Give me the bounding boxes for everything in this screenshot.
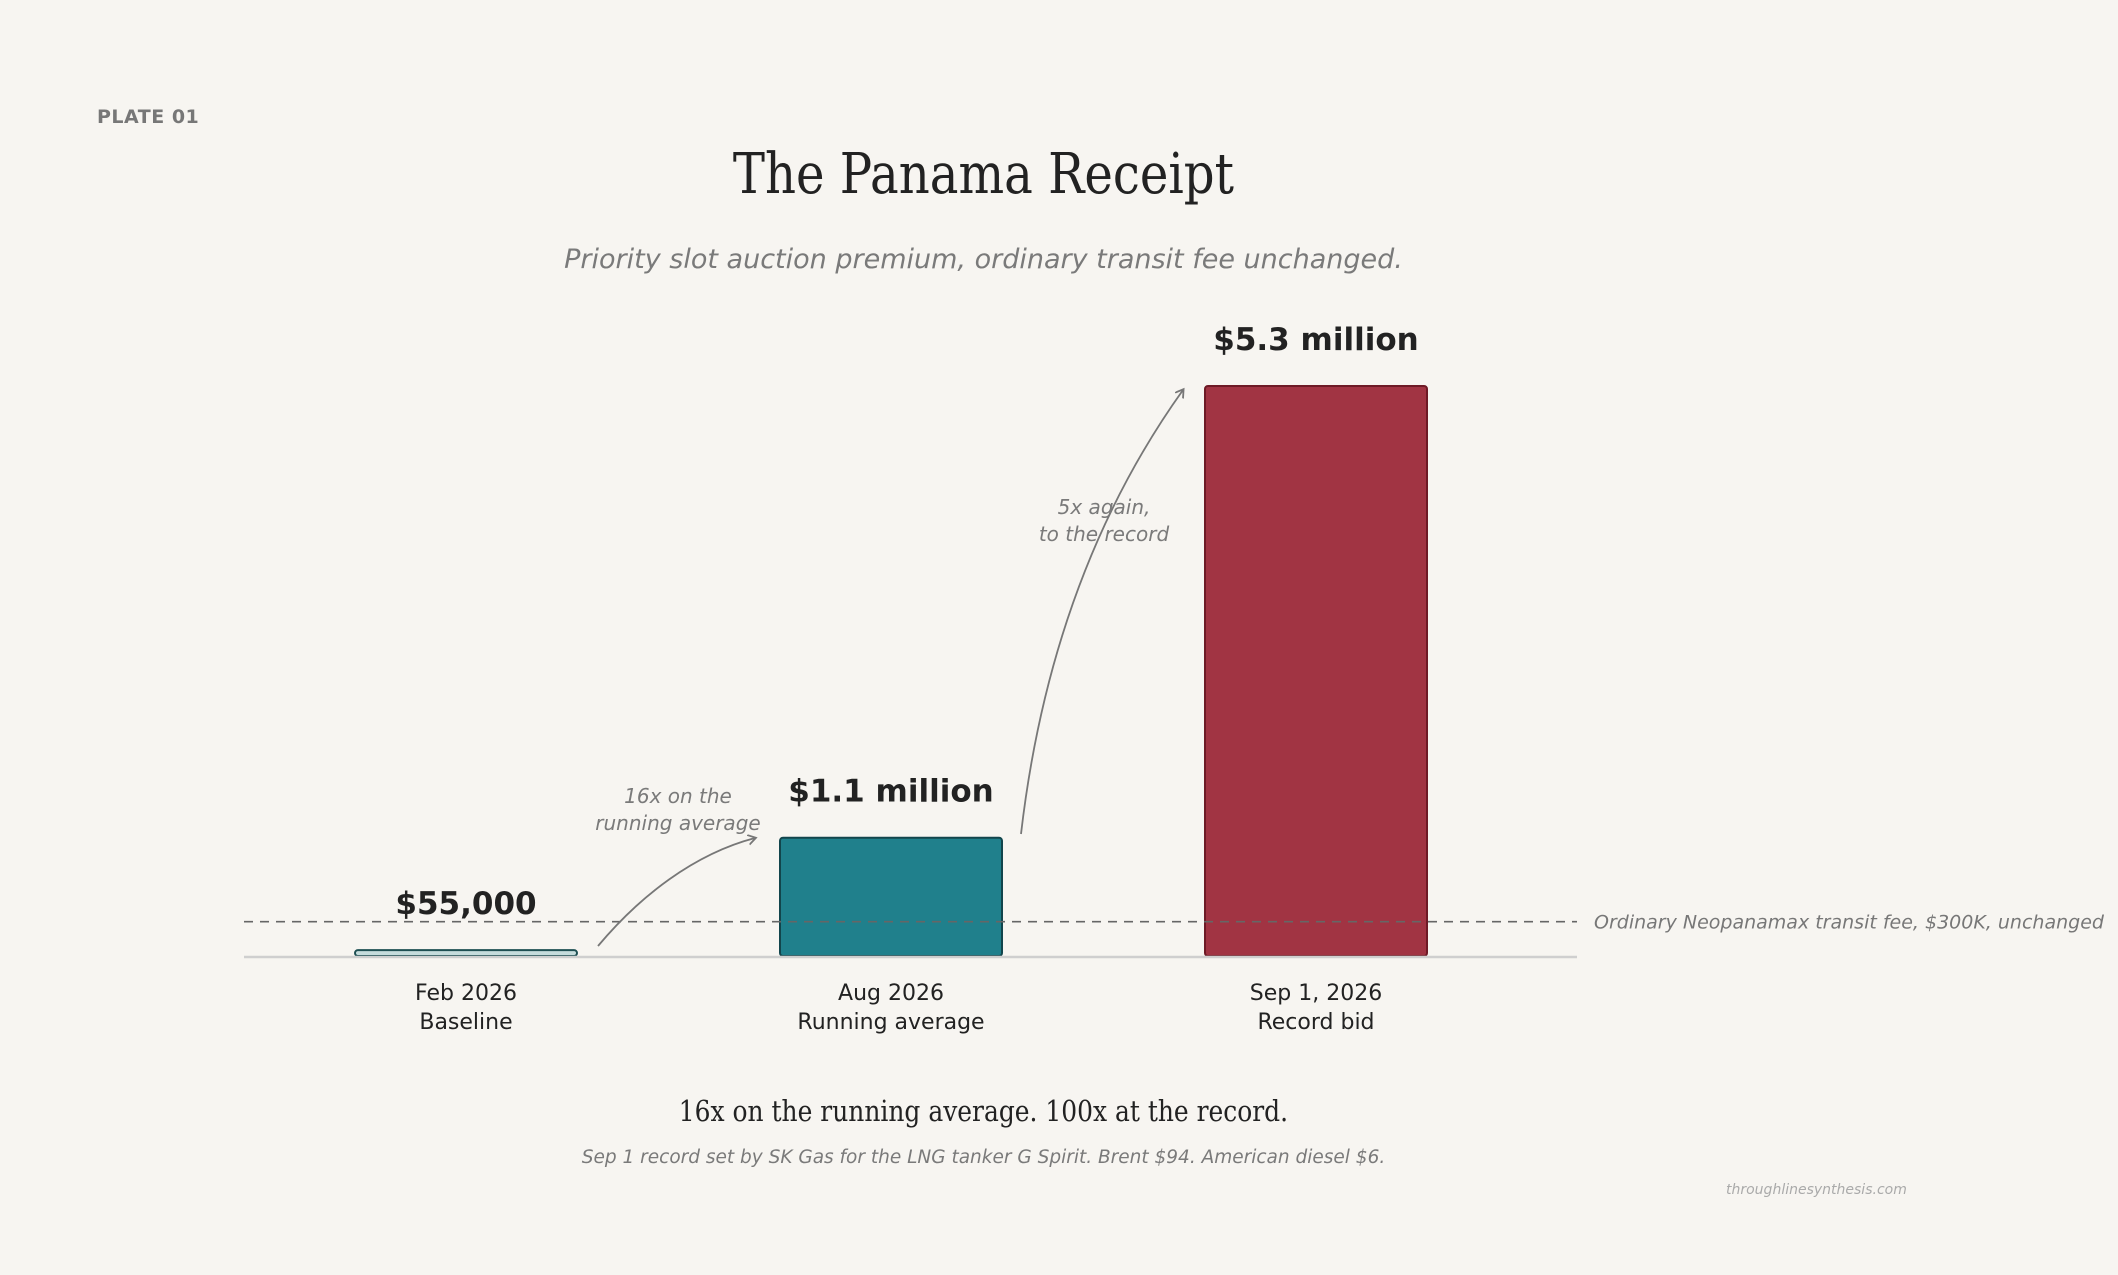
bars-layer: [354, 385, 1428, 958]
category-name-2: Running average: [797, 1010, 984, 1035]
annotation-arrow-1: [597, 838, 755, 947]
annotation-text-1-2: running average: [595, 811, 760, 835]
value-label-2: $1.1 million: [788, 774, 993, 810]
annotation-arrow-2: [1020, 390, 1183, 835]
labels-layer: $55,000 Feb 2026 Baseline $1.1 million Aug 2…: [395, 322, 1418, 1035]
bar-1: [354, 949, 578, 957]
chart-subtitle: Priority slot auction premium, ordinary …: [564, 244, 1403, 275]
annotation-text-1-1: 16x on the: [624, 784, 732, 808]
bar-3: [1204, 385, 1428, 957]
category-date-2: Aug 2026: [838, 981, 944, 1006]
chart-title: The Panama Receipt: [732, 142, 1234, 207]
headline: 16x on the running average. 100x at the …: [678, 1094, 1289, 1128]
annotation-text-2-1: 5x again,: [1058, 495, 1151, 519]
value-label-3: $5.3 million: [1213, 322, 1418, 358]
annotations-layer: 16x on the running average 5x again, to the…: [595, 390, 1183, 947]
category-name-3: Record bid: [1257, 1010, 1374, 1035]
value-label-1: $55,000: [395, 886, 536, 922]
annotation-text-2-2: to the record: [1039, 522, 1170, 546]
category-date-1: Feb 2026: [415, 981, 517, 1006]
category-name-1: Baseline: [419, 1010, 512, 1035]
plate-label: PLATE 01: [97, 106, 200, 128]
category-date-3: Sep 1, 2026: [1250, 981, 1382, 1006]
reference-line-label: Ordinary Neopanamax transit fee, $300K, …: [1594, 912, 2105, 934]
bar-2: [779, 836, 1003, 958]
credit: throughlinesynthesis.com: [1726, 1182, 1907, 1198]
footnote: Sep 1 record set by SK Gas for the LNG t…: [581, 1147, 1386, 1168]
